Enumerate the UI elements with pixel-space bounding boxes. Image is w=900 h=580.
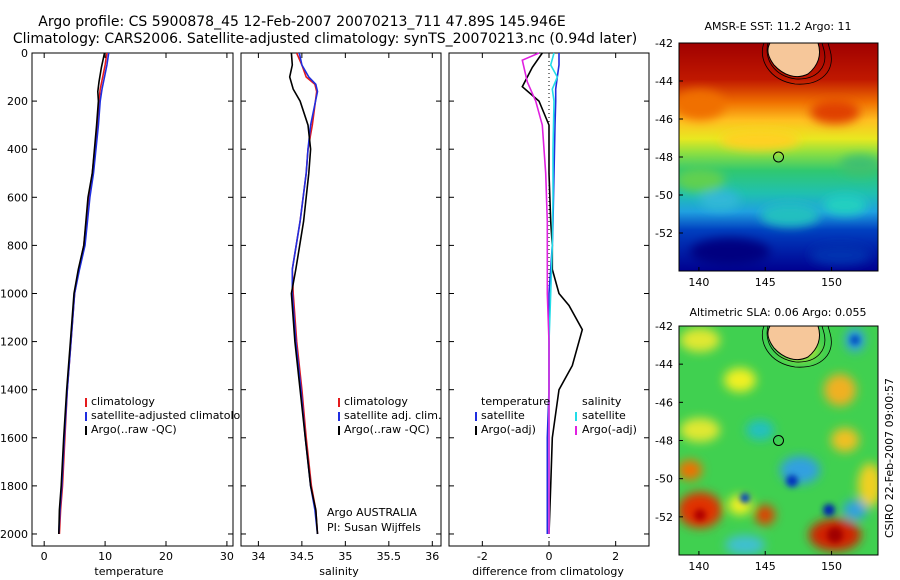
sst-field xyxy=(679,43,878,271)
sla-map-title: Altimetric SLA: 0.06 Argo: 0.055 xyxy=(689,306,866,319)
map-x-tick-label: 150 xyxy=(821,276,842,289)
salinity-axes-box xyxy=(240,52,442,547)
y-tick-label: 1400 xyxy=(0,384,28,397)
isobath-outer xyxy=(761,326,832,368)
x-tick-label: 35.5 xyxy=(377,550,402,563)
isobath-inner xyxy=(766,43,826,80)
temperature-axes-box xyxy=(31,52,234,547)
y-tick-label: 0 xyxy=(21,47,28,60)
difference-panel: -2 0 2 difference from climatology tempera… xyxy=(448,52,650,578)
x-tick-label: 2 xyxy=(612,550,619,563)
x-tick-label: -2 xyxy=(477,550,488,563)
map-y-tick-label: -42 xyxy=(655,320,673,333)
legend-label-climatology: climatology xyxy=(344,395,408,408)
pi-label: PI: Susan Wijffels xyxy=(327,521,421,534)
legend-label-satellite-adjusted: satellite-adjusted climatology xyxy=(91,409,254,422)
argo-australia-label: Argo AUSTRALIA xyxy=(327,506,417,519)
csiro-credit: CSIRO 22-Feb-2007 09:00:57 xyxy=(883,378,896,538)
y-tick-label: 800 xyxy=(7,239,28,252)
y-tick-label: 1800 xyxy=(0,480,28,493)
figure-title-line1: Argo profile: CS 5900878_45 12-Feb-2007 … xyxy=(38,14,565,30)
y-tick-label: 600 xyxy=(7,191,28,204)
x-tick-label: 34 xyxy=(251,550,265,563)
sst-map-panel: AMSR-E SST: 11.2 Argo: 11 140 145 150 -42 -4… xyxy=(655,20,879,289)
sla-field xyxy=(679,326,878,555)
isobath-inner xyxy=(766,326,826,363)
sst-patches xyxy=(679,90,878,266)
series-line-argo-raw-qc- xyxy=(288,52,319,535)
temperature-xlabel: temperature xyxy=(94,565,163,578)
sla-map-panel: Altimetric SLA: 0.06 Argo: 0.055 xyxy=(655,306,879,573)
map-y-tick-label: -50 xyxy=(655,189,673,202)
sst-map-title: AMSR-E SST: 11.2 Argo: 11 xyxy=(704,20,851,33)
x-tick-label: 36 xyxy=(425,550,439,563)
legend-label-argo: Argo(..raw -QC) xyxy=(91,423,177,436)
legend-label-temp-satellite: satellite xyxy=(481,409,525,422)
map-x-tick-label: 145 xyxy=(755,560,776,573)
x-tick-label: 10 xyxy=(98,550,112,563)
map-y-tick-label: -42 xyxy=(655,37,673,50)
series-line-argo-raw-qc- xyxy=(58,52,106,535)
tasmania-land xyxy=(767,43,821,78)
map-y-tick-label: -44 xyxy=(655,75,673,88)
salinity-xlabel: salinity xyxy=(319,565,359,578)
salinity-legend: climatology satellite adj. clim. Argo(..… xyxy=(338,395,441,436)
legend-label-sal-argo: Argo(-adj) xyxy=(582,423,637,436)
y-tick-label: 200 xyxy=(7,95,28,108)
x-tick-label: 30 xyxy=(220,550,234,563)
sla-cores xyxy=(694,335,860,543)
y-tick-label: 1000 xyxy=(0,287,28,300)
isobath-outer xyxy=(761,43,832,85)
x-tick-label: 0 xyxy=(41,550,48,563)
temperature-legend: climatology satellite-adjusted climatolo… xyxy=(85,395,254,436)
legend-label-sal-satellite: satellite xyxy=(582,409,626,422)
y-tick-label: 2000 xyxy=(0,528,28,541)
legend-label-satellite-adj: satellite adj. clim. xyxy=(344,409,441,422)
map-y-tick-label: -50 xyxy=(655,473,673,486)
sla-argo-position-marker xyxy=(773,435,784,446)
tasmania-land xyxy=(767,326,821,361)
legend-label-temp-argo: Argo(-adj) xyxy=(481,423,536,436)
y-tick-label: 1600 xyxy=(0,432,28,445)
sst-gradient xyxy=(679,43,878,271)
map-y-tick-label: -48 xyxy=(655,151,673,164)
temperature-panel: 0 10 20 30 0 200 400 600 800 1000 1200 1400 1600 1800… xyxy=(0,47,254,578)
x-tick-label: 0 xyxy=(546,550,553,563)
map-y-tick-label: -46 xyxy=(655,113,673,126)
legend-title-salinity: salinity xyxy=(582,395,622,408)
map-y-tick-label: -48 xyxy=(655,435,673,448)
map-x-tick-label: 140 xyxy=(688,560,709,573)
difference-xlabel: difference from climatology xyxy=(472,565,624,578)
legend-title-temperature: temperature xyxy=(481,395,550,408)
x-tick-label: 35 xyxy=(338,550,352,563)
x-tick-label: 34.5 xyxy=(290,550,315,563)
legend-label-argo: Argo(..raw -QC) xyxy=(344,423,430,436)
figure-title-line2: Climatology: CARS2006. Satellite-adjuste… xyxy=(13,31,637,47)
map-y-tick-label: -44 xyxy=(655,358,673,371)
difference-legend: temperature satellite Argo(-adj) salinit… xyxy=(475,395,637,436)
map-x-tick-label: 140 xyxy=(688,276,709,289)
map-y-tick-label: -46 xyxy=(655,396,673,409)
y-tick-label: 400 xyxy=(7,143,28,156)
x-tick-label: 20 xyxy=(159,550,173,563)
map-x-tick-label: 145 xyxy=(755,276,776,289)
map-y-tick-label: -52 xyxy=(655,227,673,240)
legend-label-climatology: climatology xyxy=(91,395,155,408)
y-tick-label: 1200 xyxy=(0,336,28,349)
sst-argo-position-marker xyxy=(773,151,784,163)
series-line-salinity-argo-adj- xyxy=(521,52,550,534)
map-y-tick-label: -52 xyxy=(655,511,673,524)
map-x-tick-label: 150 xyxy=(821,560,842,573)
salinity-panel: 34 34.5 35 35.5 36 salinity climatology sate… xyxy=(240,52,442,578)
